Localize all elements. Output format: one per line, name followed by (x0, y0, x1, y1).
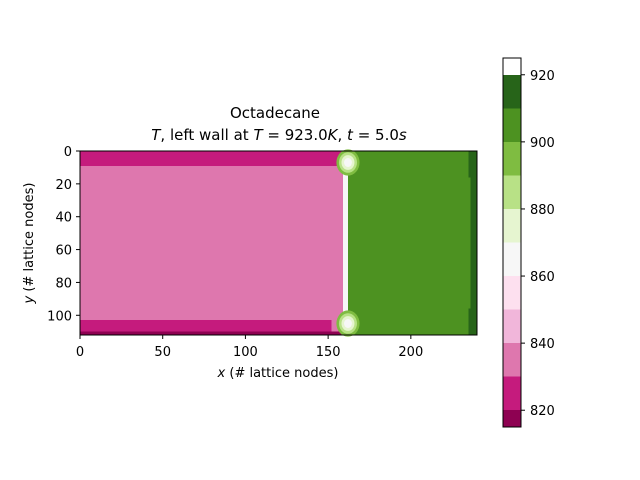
plot-frame (79, 150, 478, 336)
y-axis: 0 20 40 60 80 100 (47, 145, 80, 324)
colorbar-tick-label: 880 (530, 203, 555, 218)
heatmap-region-1 (80, 151, 342, 166)
y-tick-label: 40 (55, 211, 72, 226)
colorbar-band-7 (503, 175, 521, 209)
chart-title-group: Octadecane T, left wall at T = 923.0K, t… (151, 104, 407, 144)
colorbar-band-1 (503, 376, 521, 411)
x-tick-label: 0 (76, 345, 84, 360)
colorbar-tick-label: 900 (530, 136, 555, 151)
colorbar-band-8 (503, 141, 521, 176)
x-axis-label: x (# lattice nodes) (217, 366, 339, 381)
heatmap-region-4 (343, 151, 348, 335)
colorbar-band-5 (503, 242, 521, 277)
heatmap-region-5 (347, 151, 477, 335)
colorbar-frame (502, 57, 522, 428)
heatmap-region-2 (80, 320, 332, 332)
colorbar-band-2 (503, 343, 521, 377)
heatmap-region-8 (468, 308, 477, 335)
colorbar-tick-label: 820 (530, 404, 555, 419)
colorbar-band-3 (503, 309, 521, 344)
colorbar-tick-label: 840 (530, 337, 555, 352)
x-tick-label: 100 (233, 345, 258, 360)
heatmap-region-6 (470, 151, 477, 335)
heatmap-region-0 (80, 151, 345, 335)
colorbar-tick-label: 860 (530, 270, 555, 285)
colorbar-tick-label: 920 (530, 69, 555, 84)
y-tick-label: 60 (55, 244, 72, 259)
y-axis-label: y (# lattice nodes) (22, 183, 37, 305)
y-tick-label: 100 (47, 309, 72, 324)
colorbar-band-0 (503, 410, 521, 427)
y-tick-label: 80 (55, 276, 72, 291)
colorbar-band-9 (503, 108, 521, 142)
colorbar-band-4 (503, 276, 521, 310)
contour-blob-0-3 (344, 158, 352, 167)
heatmap-region-3 (80, 331, 345, 335)
x-tick-label: 50 (154, 345, 171, 360)
x-tick-label: 150 (316, 345, 341, 360)
x-axis: 0 50 100 150 200 (76, 335, 423, 360)
heatmap-plot-area (80, 149, 477, 337)
x-tick-label: 200 (398, 345, 423, 360)
colorbar: 820 840 860 880 900 920 (502, 57, 555, 428)
chart-title: Octadecane (230, 104, 320, 122)
colorbar-band-10 (503, 74, 521, 109)
colorbar-band-6 (503, 208, 521, 243)
y-tick-label: 20 (55, 178, 72, 193)
y-tick-label: 0 (64, 145, 72, 160)
heatmap-region-7 (468, 151, 477, 178)
chart-subtitle: T, left wall at T = 923.0K, t = 5.0s (151, 126, 407, 144)
contour-blob-1-3 (344, 319, 352, 328)
